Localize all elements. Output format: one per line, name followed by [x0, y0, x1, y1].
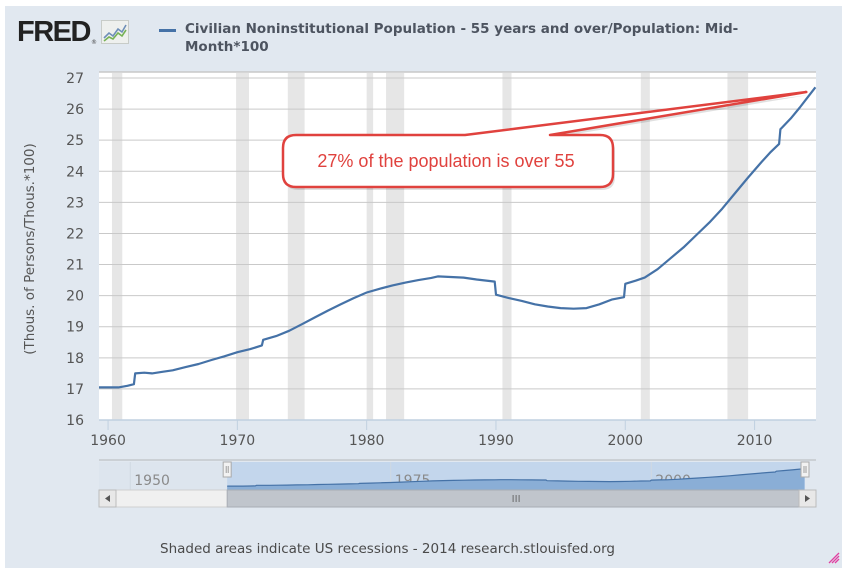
x-tick-label: 1960	[90, 433, 126, 449]
recession-band	[287, 73, 305, 420]
chart-line-icon	[100, 20, 129, 44]
y-tick-label: 17	[66, 382, 84, 398]
recession-band	[236, 73, 249, 420]
scroll-left-button[interactable]	[98, 489, 117, 508]
recession-band	[111, 73, 123, 420]
navigator-handle-right[interactable]	[800, 461, 810, 478]
legend-label: Civilian Noninstitutional Population - 5…	[185, 21, 739, 55]
navigator-series-area	[227, 468, 805, 490]
y-tick-label: 20	[66, 289, 84, 305]
resize-grip-icon[interactable]	[828, 552, 840, 564]
registered-mark: ®	[90, 39, 97, 46]
y-tick-label: 22	[66, 226, 84, 242]
grip-icon	[512, 495, 520, 502]
y-tick-label: 23	[66, 195, 84, 211]
arrow-right-icon[interactable]	[805, 495, 810, 502]
recession-band	[366, 73, 374, 420]
navigator-handle-left[interactable]	[222, 461, 232, 478]
x-tick-label: 2010	[737, 433, 773, 449]
credits-text[interactable]: Shaded areas indicate US recessions - 20…	[160, 541, 616, 557]
handle-grip-icon[interactable]	[222, 461, 232, 478]
legend-item[interactable]: Civilian Noninstitutional Population - 5…	[159, 20, 799, 56]
legend-swatch	[159, 29, 176, 32]
scroll-right-button[interactable]	[798, 489, 817, 508]
y-tick-label: 24	[66, 164, 84, 180]
x-tick-label: 2000	[607, 433, 643, 449]
y-tick-label: 25	[66, 133, 84, 149]
x-tick-label: 1980	[349, 433, 385, 449]
x-tick-label: 1990	[478, 433, 514, 449]
series-line[interactable]	[99, 86, 817, 389]
y-tick-label: 26	[66, 102, 84, 118]
logo-text: FRED	[17, 16, 91, 48]
y-tick-label: 27	[66, 71, 84, 87]
callout-bubble	[281, 90, 808, 189]
x-tick-label: 1970	[220, 433, 256, 449]
recession-band	[727, 73, 749, 420]
arrow-left-icon[interactable]	[105, 495, 110, 502]
navigator-series-line	[227, 468, 805, 487]
plot-area	[99, 72, 816, 420]
handle-grip-icon[interactable]	[800, 461, 810, 478]
y-tick-label: 18	[66, 351, 84, 367]
y-tick-label: 19	[66, 320, 84, 336]
callout-text: 27% of the population is over 55	[317, 151, 574, 171]
recession-band	[502, 73, 512, 420]
y-axis-label: (Thous. of Persons/Thous.*100)	[22, 143, 38, 354]
navigator-label: 1950	[134, 473, 170, 489]
fred-logo[interactable]: FRED ®	[17, 17, 129, 51]
recession-band	[640, 73, 650, 420]
recession-band	[386, 73, 405, 420]
y-tick-label: 21	[66, 258, 84, 274]
y-tick-label: 16	[66, 413, 84, 429]
